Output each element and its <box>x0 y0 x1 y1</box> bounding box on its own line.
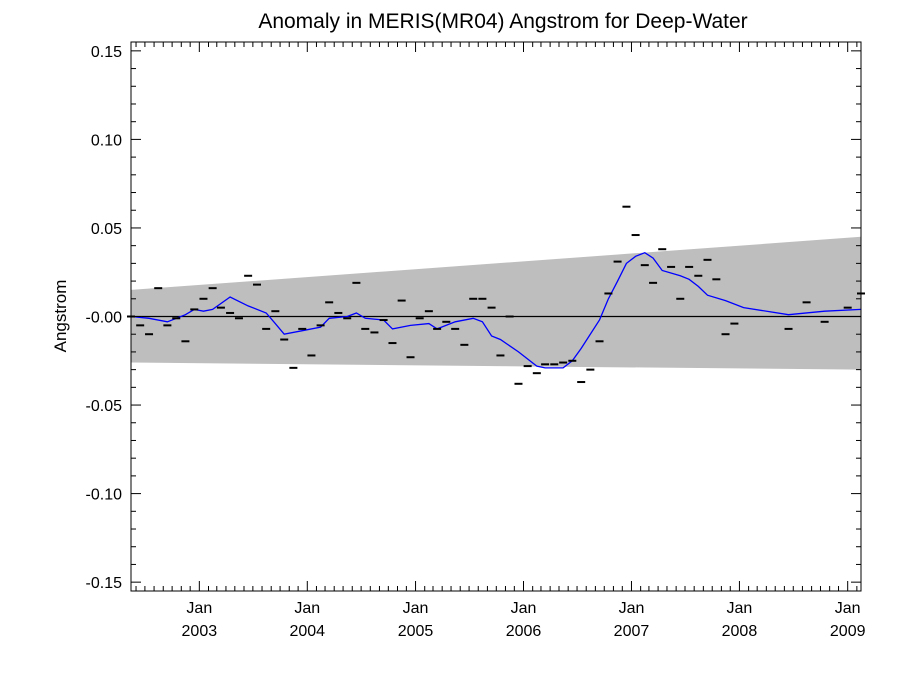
y-tick-label: 0.10 <box>91 132 122 149</box>
uncertainty-band-layer <box>131 236 861 370</box>
x-tick-month-label: Jan <box>294 600 320 617</box>
y-tick-label: -0.00 <box>86 310 123 327</box>
smoothed-series-line <box>130 251 862 369</box>
x-tick-month-label: Jan <box>403 600 429 617</box>
x-tick-month-label: Jan <box>186 600 212 617</box>
y-tick-label: 0.15 <box>91 44 122 61</box>
x-tick-year-label: 2007 <box>614 623 650 640</box>
x-tick-year-label: 2005 <box>398 623 434 640</box>
y-tick-label-layer: 0.15 0.10 0.05 -0.00 -0.05 -0.10 -0.15 <box>86 44 123 592</box>
uncertainty-band <box>131 236 861 370</box>
x-tick-year-label: 2004 <box>289 623 325 640</box>
y-tick-label: -0.15 <box>86 575 123 592</box>
tick-layer <box>131 42 861 591</box>
x-tick-year-label: 2006 <box>506 623 542 640</box>
y-tick-label: 0.05 <box>91 221 122 238</box>
x-tick-month-label: Jan <box>835 600 861 617</box>
x-tick-month-label: Jan <box>511 600 537 617</box>
x-tick-month-label: Jan <box>619 600 645 617</box>
x-tick-year-label: 2003 <box>182 623 218 640</box>
x-tick-year-label: 2009 <box>830 623 866 640</box>
x-tick-year-label: 2008 <box>722 623 758 640</box>
smoothed-line-layer <box>130 251 862 369</box>
x-tick-month-label: Jan <box>727 600 753 617</box>
y-tick-label: -0.10 <box>86 487 123 504</box>
chart-title: Anomaly in MERIS(MR04) Angstrom for Deep… <box>258 10 747 33</box>
y-axis-label: Angstrom <box>51 280 70 353</box>
x-tick-label-layer: Jan 2003 Jan 2004 Jan 2005 Jan 2006 Jan 2007 Jan 20… <box>182 600 866 640</box>
y-tick-label: -0.05 <box>86 398 123 415</box>
